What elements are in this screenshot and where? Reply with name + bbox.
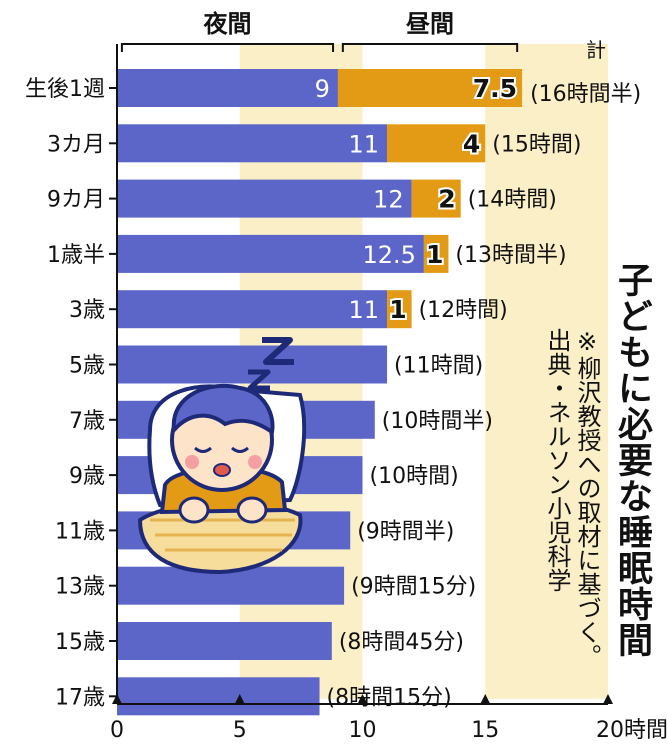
night-bar bbox=[117, 179, 412, 218]
chart-title: 子どもに必要な睡眠時間 bbox=[612, 262, 652, 658]
day-bar bbox=[337, 69, 523, 107]
day-value-label: 2 bbox=[438, 185, 455, 214]
total-label: (9時間15分) bbox=[351, 575, 476, 600]
night-bar bbox=[117, 124, 388, 163]
legend-day-bracket bbox=[341, 43, 519, 52]
sleeping-child-illustration bbox=[137, 337, 307, 575]
night-value-label: 11 bbox=[349, 130, 380, 158]
total-label: (8時間45分) bbox=[339, 630, 464, 655]
category-label: 13歳 bbox=[55, 575, 105, 600]
day-value-label: 7.5 bbox=[473, 74, 517, 103]
category-label: 11歳 bbox=[55, 519, 105, 544]
category-label: 9カ月 bbox=[47, 188, 105, 213]
category-label: 7歳 bbox=[69, 409, 105, 434]
night-bar bbox=[117, 622, 332, 660]
category-label: 5歳 bbox=[69, 354, 105, 379]
x-tick-label: 10 bbox=[349, 718, 377, 743]
day-value-label: 4 bbox=[463, 129, 480, 158]
legend-day-label: 昼間 bbox=[406, 10, 454, 38]
note-line-2: 出典・ネルソン小児科学 bbox=[543, 328, 571, 592]
category-label: 15歳 bbox=[55, 630, 105, 655]
day-bar bbox=[387, 290, 412, 329]
x-tick-marker bbox=[480, 694, 491, 704]
background-band-1 bbox=[485, 44, 608, 699]
day-value-label: 1 bbox=[389, 295, 406, 324]
category-label: 17歳 bbox=[55, 685, 105, 710]
day-value-label: 1 bbox=[426, 240, 443, 269]
x-tick-marker bbox=[603, 694, 613, 704]
night-bar bbox=[117, 677, 320, 716]
total-label: (11時間) bbox=[394, 354, 483, 379]
legend-night-bracket bbox=[120, 43, 335, 52]
night-bar bbox=[117, 234, 424, 273]
x-tick-label: 0 bbox=[110, 718, 124, 743]
x-tick-marker bbox=[234, 694, 245, 704]
total-label: (16時間半) bbox=[530, 82, 641, 107]
total-label: (12時間) bbox=[419, 298, 508, 323]
x-tick-label: 5 bbox=[233, 718, 247, 743]
x-tick-marker bbox=[357, 694, 368, 704]
night-value-label: 12.5 bbox=[362, 241, 415, 269]
night-value-label: 9 bbox=[315, 75, 330, 103]
day-bar bbox=[387, 124, 486, 163]
day-bar bbox=[411, 179, 461, 218]
total-label: (15時間) bbox=[492, 132, 581, 157]
legend-night-label: 夜間 bbox=[202, 10, 251, 38]
total-label: (8時間15分) bbox=[327, 685, 452, 710]
x-tick-label: 20時間 bbox=[596, 718, 668, 743]
x-tick-marker bbox=[112, 694, 122, 704]
night-value-label: 12 bbox=[373, 186, 404, 214]
night-value-label: 11 bbox=[349, 296, 380, 324]
total-label: (10時間半) bbox=[382, 409, 493, 434]
night-bar bbox=[117, 69, 338, 107]
total-label: (10時間) bbox=[370, 464, 459, 489]
total-label: (14時間) bbox=[468, 188, 557, 213]
day-bar bbox=[423, 234, 449, 273]
total-label: (9時間半) bbox=[357, 519, 454, 544]
x-tick-label: 15 bbox=[471, 718, 499, 743]
source-note: ※柳沢教授への取材に基づく。 出典・ネルソン小児科学 bbox=[536, 328, 602, 668]
category-label: 3歳 bbox=[69, 298, 105, 323]
category-label: 生後1週 bbox=[25, 77, 105, 102]
category-label: 9歳 bbox=[69, 464, 105, 489]
note-line-1: ※柳沢教授への取材に基づく。 bbox=[573, 328, 601, 668]
night-bar bbox=[117, 345, 388, 384]
total-prefix-label: 計 bbox=[586, 38, 606, 62]
night-bar bbox=[117, 290, 388, 329]
total-label: (13時間半) bbox=[455, 243, 566, 268]
category-label: 3カ月 bbox=[47, 132, 105, 157]
category-label: 1歳半 bbox=[47, 243, 105, 268]
